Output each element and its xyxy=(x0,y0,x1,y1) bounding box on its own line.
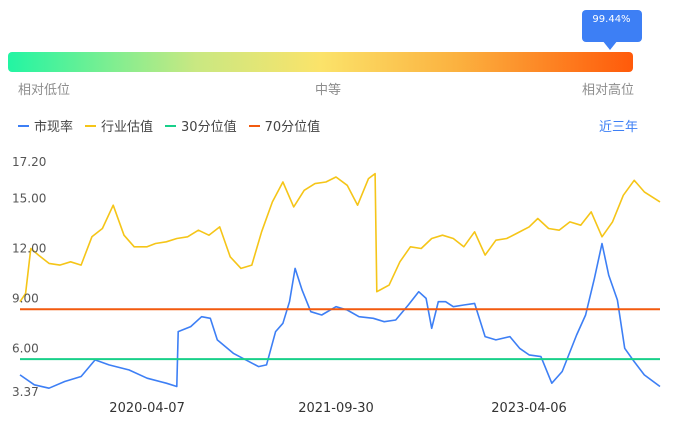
legend-item-p30[interactable]: 30分位值 xyxy=(165,116,237,135)
legend-label: 市现率 xyxy=(34,120,74,135)
scale-label-low: 相对低位 xyxy=(18,83,71,98)
y-tick-label: 12.00 xyxy=(12,241,46,255)
y-tick-label: 15.00 xyxy=(12,192,46,206)
series-line-1 xyxy=(19,242,661,390)
x-tick-label: 2023-04-06 xyxy=(491,401,567,416)
chart-legend: 市现率 行业估值 30分位值 70分位值 xyxy=(18,116,332,135)
scale-label-high: 相对高位 xyxy=(582,83,635,98)
percentile-tooltip-arrow xyxy=(601,40,618,50)
series-line-2 xyxy=(19,172,661,303)
percentile-value: 99.44% xyxy=(592,14,631,25)
legend-swatch-icon xyxy=(165,124,177,127)
percentile-tooltip: 99.44% xyxy=(581,10,642,42)
y-tick-label: 17.20 xyxy=(12,155,46,169)
y-tick-label: 3.37 xyxy=(12,385,39,399)
scale-label-mid: 中等 xyxy=(315,83,342,98)
legend-label: 行业估值 xyxy=(101,120,154,135)
legend-swatch-icon xyxy=(85,124,97,127)
legend-item-pcf[interactable]: 市现率 xyxy=(18,116,73,135)
x-tick-label: 2021-09-30 xyxy=(298,401,374,416)
legend-label: 70分位值 xyxy=(264,120,321,135)
percentile-gradient-bar xyxy=(8,52,633,72)
legend-item-industry[interactable]: 行业估值 xyxy=(85,116,153,135)
legend-swatch-icon xyxy=(18,124,29,127)
y-tick-label: 6.00 xyxy=(12,341,39,355)
legend-item-p70[interactable]: 70分位值 xyxy=(248,116,321,135)
legend-swatch-icon xyxy=(248,124,260,127)
time-range-selector[interactable]: 近三年 xyxy=(599,120,639,135)
x-tick-label: 2020-04-07 xyxy=(109,401,185,416)
y-tick-label: 9.00 xyxy=(12,291,39,305)
legend-label: 30分位值 xyxy=(181,120,237,135)
